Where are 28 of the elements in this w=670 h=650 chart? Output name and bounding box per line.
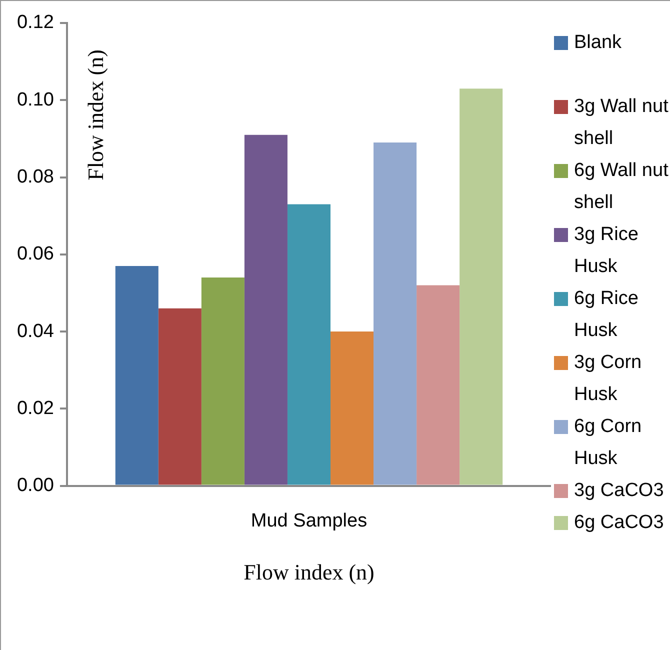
legend-label: 6g CaCO3 [574, 511, 664, 535]
y-tick-label: 0.02 [16, 398, 54, 419]
legend-label: 6g Rice Husk [574, 287, 640, 343]
bar [287, 204, 330, 485]
bar [244, 134, 288, 485]
y-tick-label: 0.06 [16, 244, 54, 265]
legend-label: 3g Wall nut shell [574, 95, 669, 151]
y-tick-label: 0.08 [16, 166, 54, 188]
legend-label: Blank [574, 31, 622, 55]
bar [416, 285, 460, 485]
y-tick-label: 0.10 [16, 89, 54, 110]
bar [460, 88, 503, 485]
y-tick-label: 0.12 [16, 12, 54, 34]
bar [330, 332, 374, 485]
legend-label: 3g Rice Husk [574, 223, 640, 279]
x-axis-title: Flow index (n) [244, 560, 374, 585]
bar [201, 278, 244, 485]
y-tick-label: 0.00 [16, 475, 54, 496]
bar [158, 308, 202, 485]
legend-label: 6g Corn Husk [574, 415, 643, 471]
bar [374, 142, 417, 485]
y-axis-title: Flow index (n) [82, 50, 108, 180]
legend-label: 6g Wall nut shell [574, 159, 669, 215]
legend-label: 3g CaCO3 [574, 479, 664, 503]
y-tick-label: 0.04 [16, 320, 54, 342]
legend-label: 3g Corn Husk [574, 351, 643, 407]
bar [115, 266, 158, 485]
x-tick-label: Mud Samples [250, 510, 368, 532]
